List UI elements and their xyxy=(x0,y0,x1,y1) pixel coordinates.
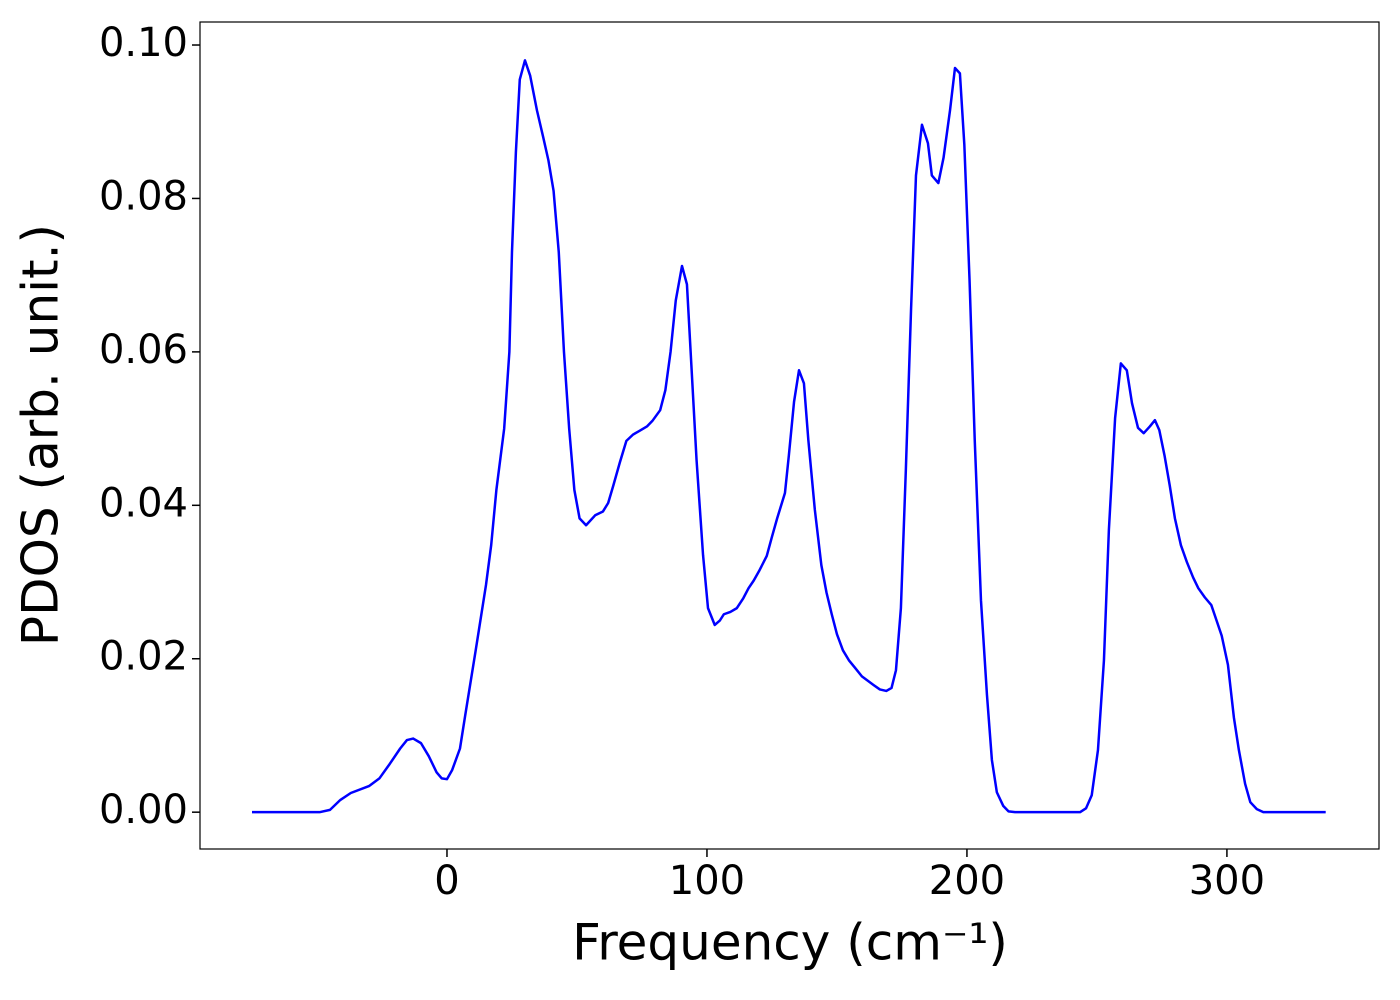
data-line xyxy=(251,59,1326,814)
plot-frame xyxy=(199,21,1380,850)
x-tick-label: 0 xyxy=(434,858,459,904)
y-tick-label: 0.08 xyxy=(99,173,188,219)
y-tick-label: 0.00 xyxy=(99,787,188,833)
x-tick-label: 200 xyxy=(929,858,1005,904)
x-tick-label: 100 xyxy=(669,858,745,904)
y-tick-label: 0.04 xyxy=(99,480,188,526)
x-tick-label: 300 xyxy=(1189,858,1265,904)
x-axis-label: Frequency (cm⁻¹) xyxy=(572,914,1008,972)
y-tick-label: 0.02 xyxy=(99,634,188,680)
y-tick-label: 0.06 xyxy=(99,327,188,373)
y-axis-label: PDOS (arb. unit.) xyxy=(12,224,70,646)
y-tick-label: 0.10 xyxy=(99,20,188,66)
